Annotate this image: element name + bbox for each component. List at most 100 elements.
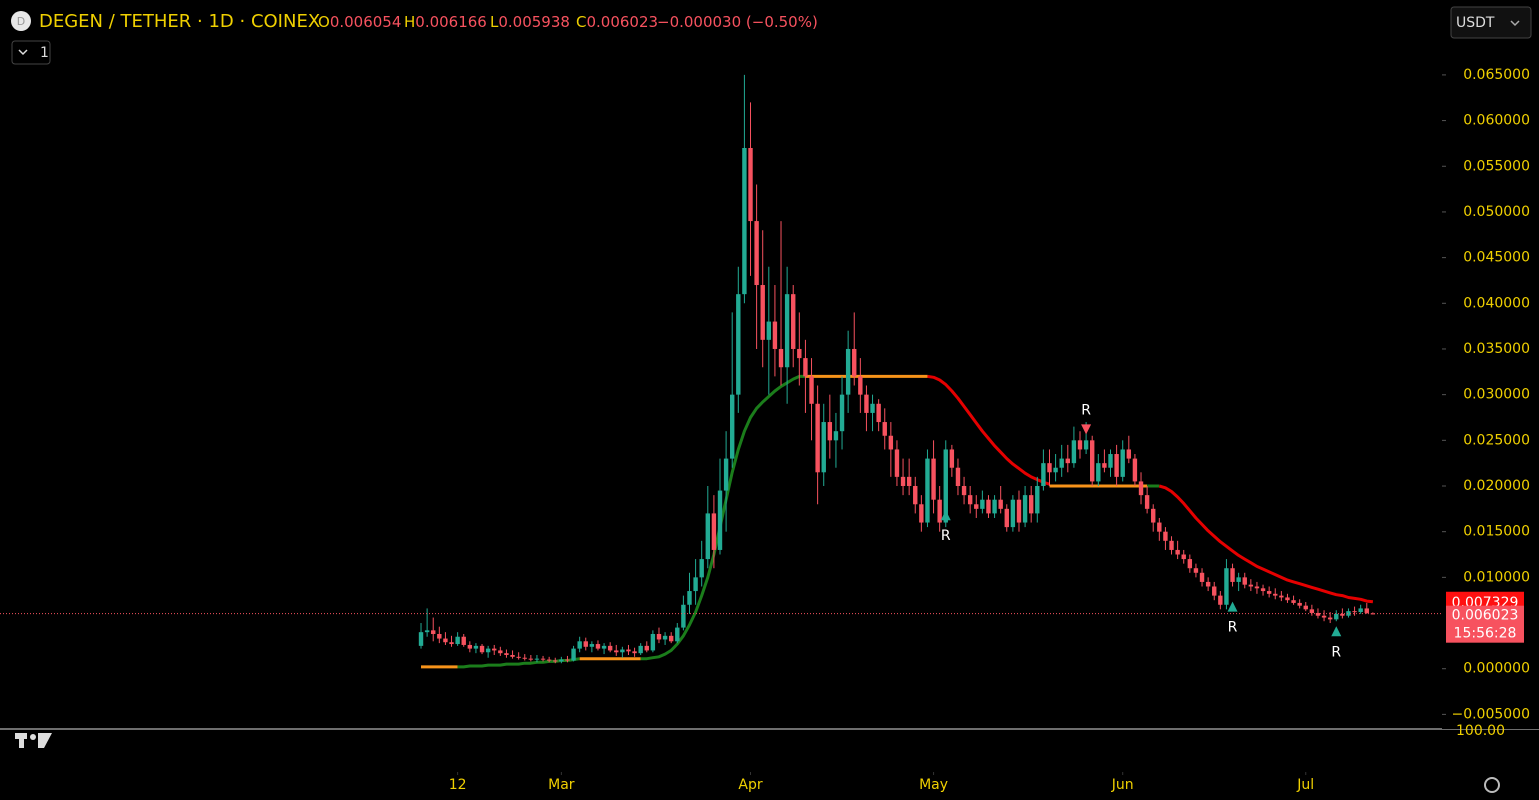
- ohlc-label: O: [318, 13, 330, 31]
- candle-body: [809, 376, 814, 404]
- ohlc-value: 0.006023: [586, 13, 658, 31]
- y-tick-label: 0.015000: [1463, 524, 1530, 540]
- candle-body: [638, 645, 643, 654]
- signal-marker: [1081, 424, 1092, 435]
- candle-body: [1315, 612, 1321, 616]
- candle-body: [821, 422, 826, 473]
- tv-logo: [15, 733, 52, 748]
- candle-body: [913, 486, 918, 505]
- candle-body: [1096, 463, 1101, 482]
- x-tick-label: Jul: [1296, 777, 1314, 793]
- signal-label: R: [941, 528, 951, 544]
- candle-body: [1035, 486, 1040, 514]
- y-tick-label: −0.005000: [1451, 706, 1530, 722]
- last-price-box: [1446, 605, 1524, 643]
- candle-body: [498, 650, 503, 654]
- candle-body: [766, 321, 772, 340]
- signal-marker: [940, 510, 951, 521]
- candle-body: [1108, 454, 1113, 468]
- candle-body: [772, 321, 778, 349]
- candle-body: [967, 495, 973, 505]
- candle-body: [852, 348, 857, 377]
- candle-body: [974, 504, 979, 509]
- candle-body: [791, 294, 796, 349]
- candle-body: [473, 645, 479, 649]
- candle-body: [1273, 593, 1278, 596]
- candle-body: [662, 635, 668, 640]
- candle-body: [858, 376, 863, 395]
- signal-label: R: [1228, 620, 1238, 636]
- y-tick-label: 0.000000: [1463, 661, 1530, 677]
- candle-body: [443, 638, 448, 643]
- candle-body: [1218, 595, 1223, 605]
- chevron: [18, 49, 28, 56]
- collapse-button[interactable]: [11, 40, 51, 65]
- candle-body: [699, 559, 704, 578]
- candle-body: [1126, 449, 1132, 459]
- candle-body: [1114, 454, 1119, 477]
- currency-select[interactable]: [1450, 6, 1532, 39]
- candle-body: [1224, 568, 1229, 605]
- ohlc: O0.006054 H0.006166 L0.005938 C0.006023−0.0…: [318, 13, 818, 31]
- candle-body: [1059, 458, 1064, 468]
- candle-body: [1016, 499, 1022, 523]
- candle-body: [668, 635, 674, 642]
- lower-pane-label: 100.00: [1456, 723, 1505, 739]
- candle-body: [1028, 495, 1034, 514]
- candle-body: [1132, 458, 1138, 482]
- candle-body: [833, 431, 839, 441]
- candle-body: [449, 642, 454, 645]
- x-tick-label: 12: [449, 777, 467, 793]
- candle-body: [1279, 595, 1284, 598]
- candle-body: [632, 651, 637, 654]
- candle-body: [998, 499, 1003, 509]
- candle-body: [681, 604, 686, 628]
- trend-line: [1158, 484, 1374, 604]
- candle-body: [1187, 559, 1193, 569]
- candle-body: [919, 504, 924, 523]
- signal-label: R: [1331, 644, 1341, 660]
- ohlc-change: −0.000030 (−0.50%): [657, 13, 818, 31]
- settings[interactable]: [1484, 777, 1500, 793]
- candle-body: [1120, 449, 1125, 477]
- axis-layer: 0.065000 0.060000 0.055000 0.050000 0.045000…: [449, 67, 1530, 793]
- candle-body: [992, 499, 997, 514]
- candle-body: [949, 449, 955, 468]
- ohlc-value: 0.006166: [415, 13, 487, 31]
- candle-body: [601, 645, 607, 649]
- candle-body: [1102, 463, 1107, 468]
- candle-body: [510, 655, 515, 657]
- candle-body: [754, 221, 759, 286]
- candle-body: [925, 458, 930, 523]
- candle-body: [1151, 508, 1156, 523]
- candle-body: [418, 632, 424, 646]
- candle-body: [516, 656, 521, 658]
- candle-body: [1083, 440, 1089, 450]
- signal-label: R: [1081, 402, 1091, 418]
- last-price-label: 0.006023: [1452, 608, 1519, 624]
- candle-body: [540, 658, 546, 660]
- candle-body: [1285, 597, 1290, 601]
- candle-body: [748, 147, 753, 222]
- candle-body: [656, 633, 662, 640]
- interval-count: 1: [40, 45, 49, 61]
- candle-body: [687, 591, 692, 605]
- x-tick-label: Mar: [548, 777, 575, 793]
- candle-body: [1193, 568, 1199, 573]
- currency: USDT: [1456, 15, 1495, 31]
- candle-body: [1230, 568, 1235, 582]
- candle-body: [528, 658, 534, 660]
- candle-body: [1175, 549, 1180, 555]
- candle-body: [626, 649, 631, 652]
- ohlc-value: 0.005938: [498, 13, 570, 31]
- candle-body: [876, 403, 881, 423]
- candle-body: [1041, 463, 1046, 486]
- candle-body: [864, 394, 869, 413]
- candle-body: [900, 476, 906, 486]
- currency-arrow: [1510, 20, 1520, 27]
- candle-body: [1346, 611, 1351, 616]
- candle-body: [485, 648, 491, 653]
- candle-body: [1327, 617, 1333, 620]
- candle-body: [986, 499, 991, 514]
